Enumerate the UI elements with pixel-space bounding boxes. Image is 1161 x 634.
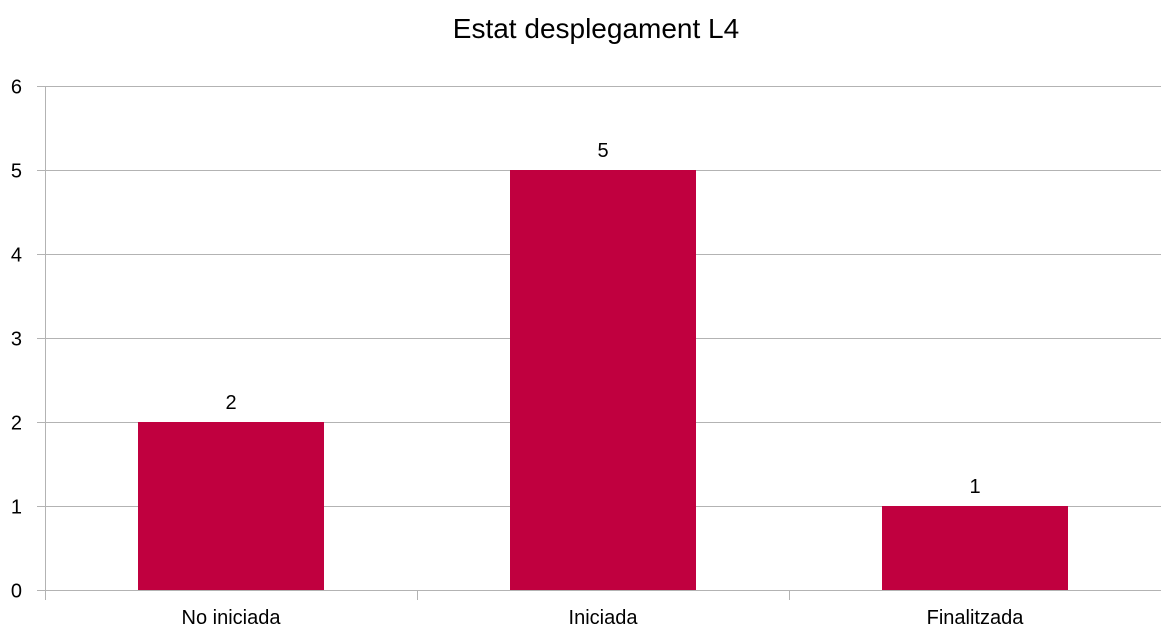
axes <box>37 86 790 600</box>
bar-no-iniciada <box>138 422 324 590</box>
y-tick-label-5: 5 <box>11 161 22 183</box>
chart-title: Estat desplegament L4 <box>453 13 739 44</box>
y-tick-label-0: 0 <box>11 581 22 603</box>
y-tick-label-1: 1 <box>11 497 22 519</box>
bars <box>138 170 1068 590</box>
y-tick-label-4: 4 <box>11 245 22 267</box>
data-label-iniciada: 5 <box>597 140 608 162</box>
x-category-label-iniciada: Iniciada <box>569 607 639 629</box>
x-category-label-finalitzada: Finalitzada <box>927 607 1025 629</box>
y-tick-label-2: 2 <box>11 413 22 435</box>
labels: 0 1 2 3 4 5 6 2 No iniciada 5 Iniciada 1 Finalitzada <box>11 77 1024 630</box>
x-category-label-no-iniciada: No iniciada <box>182 607 282 629</box>
data-label-no-iniciada: 2 <box>225 392 236 414</box>
bar-finalitzada <box>882 506 1068 590</box>
y-tick-label-3: 3 <box>11 329 22 351</box>
y-tick-label-6: 6 <box>11 77 22 99</box>
bar-iniciada <box>510 170 696 590</box>
data-label-finalitzada: 1 <box>969 476 980 498</box>
